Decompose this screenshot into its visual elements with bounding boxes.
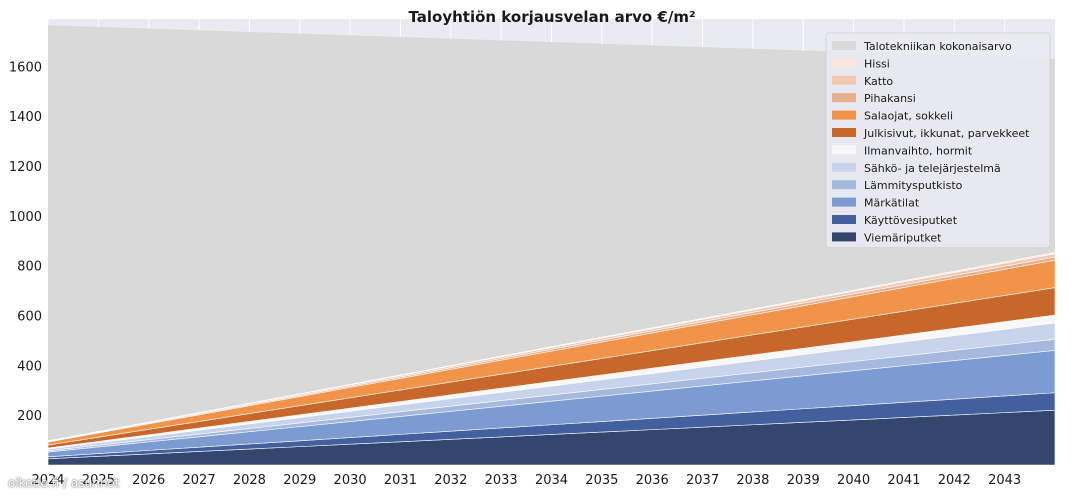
legend-label: Talotekniikan kokonaisarvo bbox=[863, 40, 1012, 53]
y-tick-label: 1000 bbox=[9, 210, 42, 225]
y-axis: 200 400 600 800 1000 1200 1400 1600 bbox=[9, 60, 42, 424]
legend-box bbox=[825, 32, 1051, 249]
x-tick-label: 2033 bbox=[485, 473, 518, 488]
y-tick-label: 400 bbox=[17, 359, 42, 374]
legend-swatch bbox=[832, 128, 856, 137]
x-tick-label: 2043 bbox=[988, 473, 1021, 488]
legend-label: Hissi bbox=[864, 57, 890, 70]
legend-label: Ilmanvaihto, hormit bbox=[864, 144, 973, 157]
x-tick-label: 2042 bbox=[938, 473, 971, 488]
legend-swatch bbox=[832, 110, 856, 120]
y-tick-label: 1400 bbox=[9, 110, 42, 125]
watermark: oikotie.fi / asunnot bbox=[8, 476, 120, 490]
legend-swatch bbox=[832, 197, 856, 207]
x-tick-label: 2041 bbox=[887, 473, 920, 488]
legend-swatch bbox=[832, 75, 856, 85]
y-tick-label: 800 bbox=[17, 260, 42, 275]
y-tick-label: 1200 bbox=[9, 160, 42, 175]
x-tick-label: 2028 bbox=[233, 473, 266, 488]
y-tick-label: 600 bbox=[17, 310, 42, 325]
x-tick-label: 2037 bbox=[686, 473, 719, 488]
x-tick-label: 2030 bbox=[334, 473, 367, 488]
legend-swatch bbox=[832, 41, 856, 50]
legend-label: Pihakansi bbox=[864, 92, 916, 105]
legend-swatch bbox=[832, 215, 856, 224]
x-tick-label: 2040 bbox=[837, 473, 870, 488]
legend-swatch bbox=[832, 232, 856, 242]
legend-swatch bbox=[832, 145, 856, 155]
legend-label: Katto bbox=[864, 75, 893, 88]
x-tick-label: 2036 bbox=[636, 473, 669, 488]
legend-label: Lämmitysputkisto bbox=[864, 179, 963, 192]
x-tick-label: 2027 bbox=[183, 473, 216, 488]
x-tick-label: 2025 bbox=[82, 473, 115, 488]
legend-label: Käyttövesiputket bbox=[864, 214, 958, 227]
legend-label: Märkätilat bbox=[864, 197, 920, 210]
legend-swatch bbox=[832, 180, 856, 190]
y-tick-label: 1600 bbox=[9, 60, 42, 75]
x-tick-label: 2034 bbox=[535, 473, 568, 488]
x-tick-label: 2039 bbox=[787, 473, 820, 488]
legend-swatch bbox=[832, 162, 856, 172]
x-tick-label: 2024 bbox=[31, 473, 64, 488]
y-tick-label: 200 bbox=[17, 409, 42, 424]
legend-label: Viemäriputket bbox=[864, 231, 942, 244]
chart-title: Taloyhtiön korjausvelan arvo €/m² bbox=[408, 8, 695, 26]
x-tick-label: 2038 bbox=[736, 473, 769, 488]
legend-label: Julkisivut, ikkunat, parvekkeet bbox=[863, 127, 1030, 140]
chart-areas bbox=[47, 25, 1056, 466]
x-tick-label: 2031 bbox=[384, 473, 417, 488]
x-tick-label: 2026 bbox=[132, 473, 165, 488]
x-axis: 2024 2025 2026 2027 2028 2029 2030 2031 2032 2033… bbox=[31, 473, 1021, 488]
legend-swatch bbox=[832, 58, 856, 68]
x-tick-label: 2032 bbox=[434, 473, 467, 488]
legend-label: Salaojat, sokkeli bbox=[864, 110, 953, 123]
legend-label: Sähkö- ja telejärjestelmä bbox=[864, 162, 1001, 175]
legend-swatch bbox=[832, 93, 856, 103]
x-tick-label: 2035 bbox=[585, 473, 618, 488]
area-series-10 bbox=[47, 252, 1056, 442]
x-tick-label: 2029 bbox=[283, 473, 316, 488]
legend: Talotekniikan kokonaisarvo Hissi Katto Piha… bbox=[825, 32, 1051, 249]
